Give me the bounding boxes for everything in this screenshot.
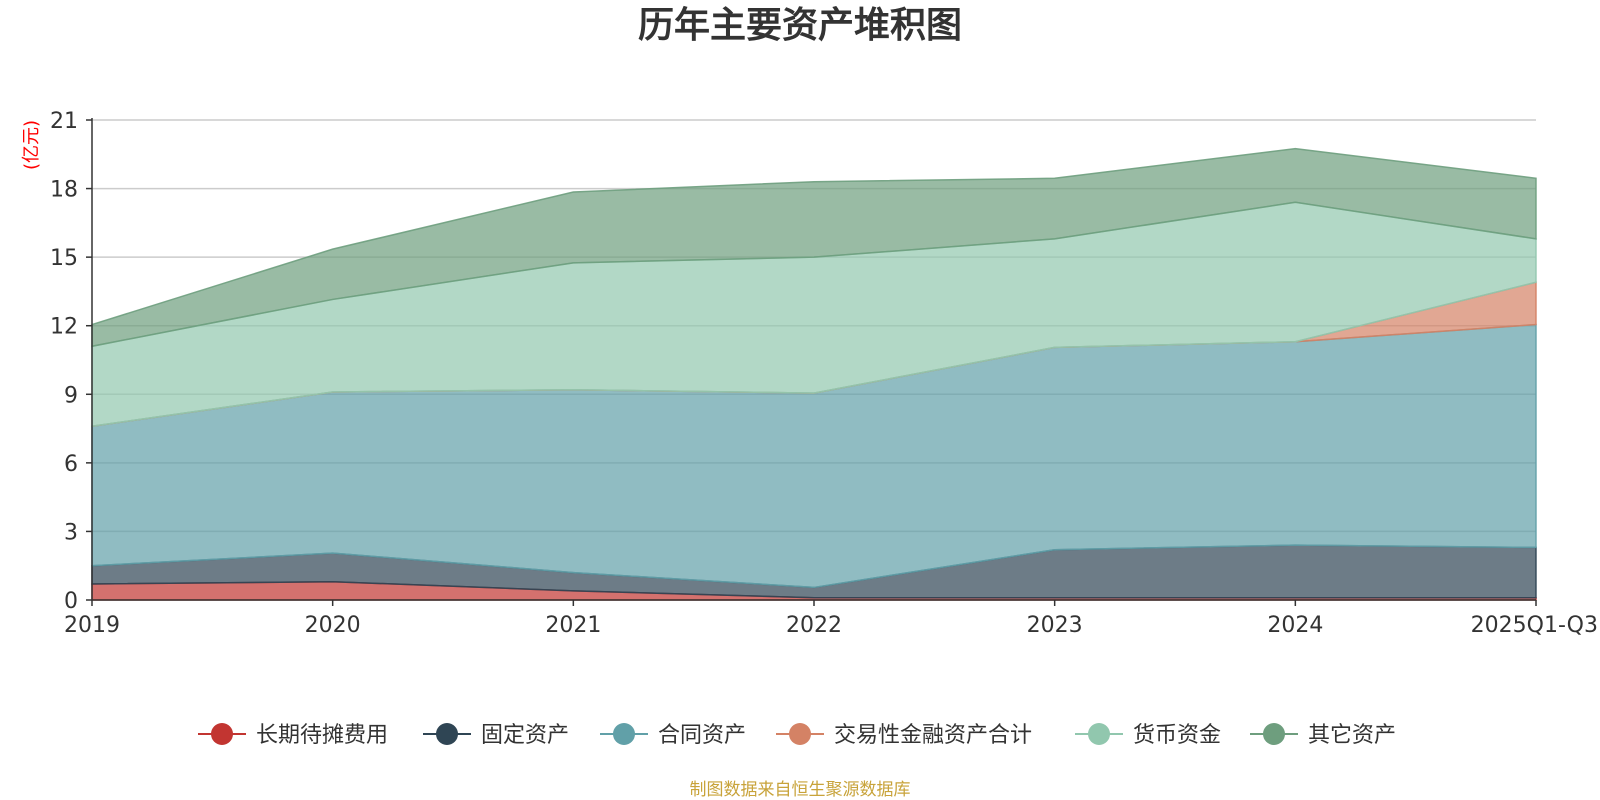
x-tick-label: 2020 [305, 613, 361, 638]
legend-item-5[interactable]: 其它资产 [1250, 723, 1396, 748]
legend-item-1[interactable]: 固定资产 [423, 723, 569, 748]
y-tick-label: 15 [50, 246, 78, 271]
legend-marker [211, 723, 233, 745]
legend-item-2[interactable]: 合同资产 [600, 723, 746, 748]
y-tick-label: 18 [50, 178, 78, 203]
x-tick-label: 2024 [1267, 613, 1323, 638]
axes: 0 3 6 9 12 15 18 21 2019 2020 2021 2022 2023 2024 2025… [50, 109, 1598, 638]
y-tick-label: 3 [64, 520, 78, 545]
legend-marker [613, 723, 635, 745]
x-tick-label: 2025Q1-Q3 [1471, 613, 1598, 638]
x-tick-label: 2021 [545, 613, 601, 638]
chart-title: 历年主要资产堆积图 [638, 5, 962, 46]
legend: 长期待摊费用 固定资产 合同资产 交易性金融资产合计 货币资金 其它资产 [198, 723, 1396, 748]
y-tick-label: 21 [50, 109, 78, 134]
x-tick-label: 2022 [786, 613, 842, 638]
legend-label: 长期待摊费用 [256, 723, 388, 748]
y-tick-label: 0 [64, 589, 78, 614]
y-axis-unit-label: (亿元) [21, 120, 42, 170]
legend-marker [436, 723, 458, 745]
legend-label: 交易性金融资产合计 [834, 723, 1032, 748]
source-note: 制图数据来自恒生聚源数据库 [690, 780, 911, 800]
area-series [91, 147, 1537, 601]
area-series-5 [91, 147, 1537, 348]
y-tick-label: 9 [64, 383, 78, 408]
legend-label: 固定资产 [481, 723, 569, 748]
legend-marker [1263, 723, 1285, 745]
x-tick-label: 2019 [64, 613, 120, 638]
y-tick-label: 12 [50, 315, 78, 340]
legend-marker [789, 723, 811, 745]
legend-label: 其它资产 [1308, 723, 1396, 748]
legend-item-3[interactable]: 交易性金融资产合计 [776, 723, 1032, 748]
legend-item-4[interactable]: 货币资金 [1075, 723, 1221, 748]
y-tick-label: 6 [64, 452, 78, 477]
legend-label: 合同资产 [658, 723, 746, 748]
x-tick-label: 2023 [1027, 613, 1083, 638]
legend-marker [1088, 723, 1110, 745]
legend-label: 货币资金 [1133, 723, 1221, 748]
legend-item-0[interactable]: 长期待摊费用 [198, 723, 388, 748]
